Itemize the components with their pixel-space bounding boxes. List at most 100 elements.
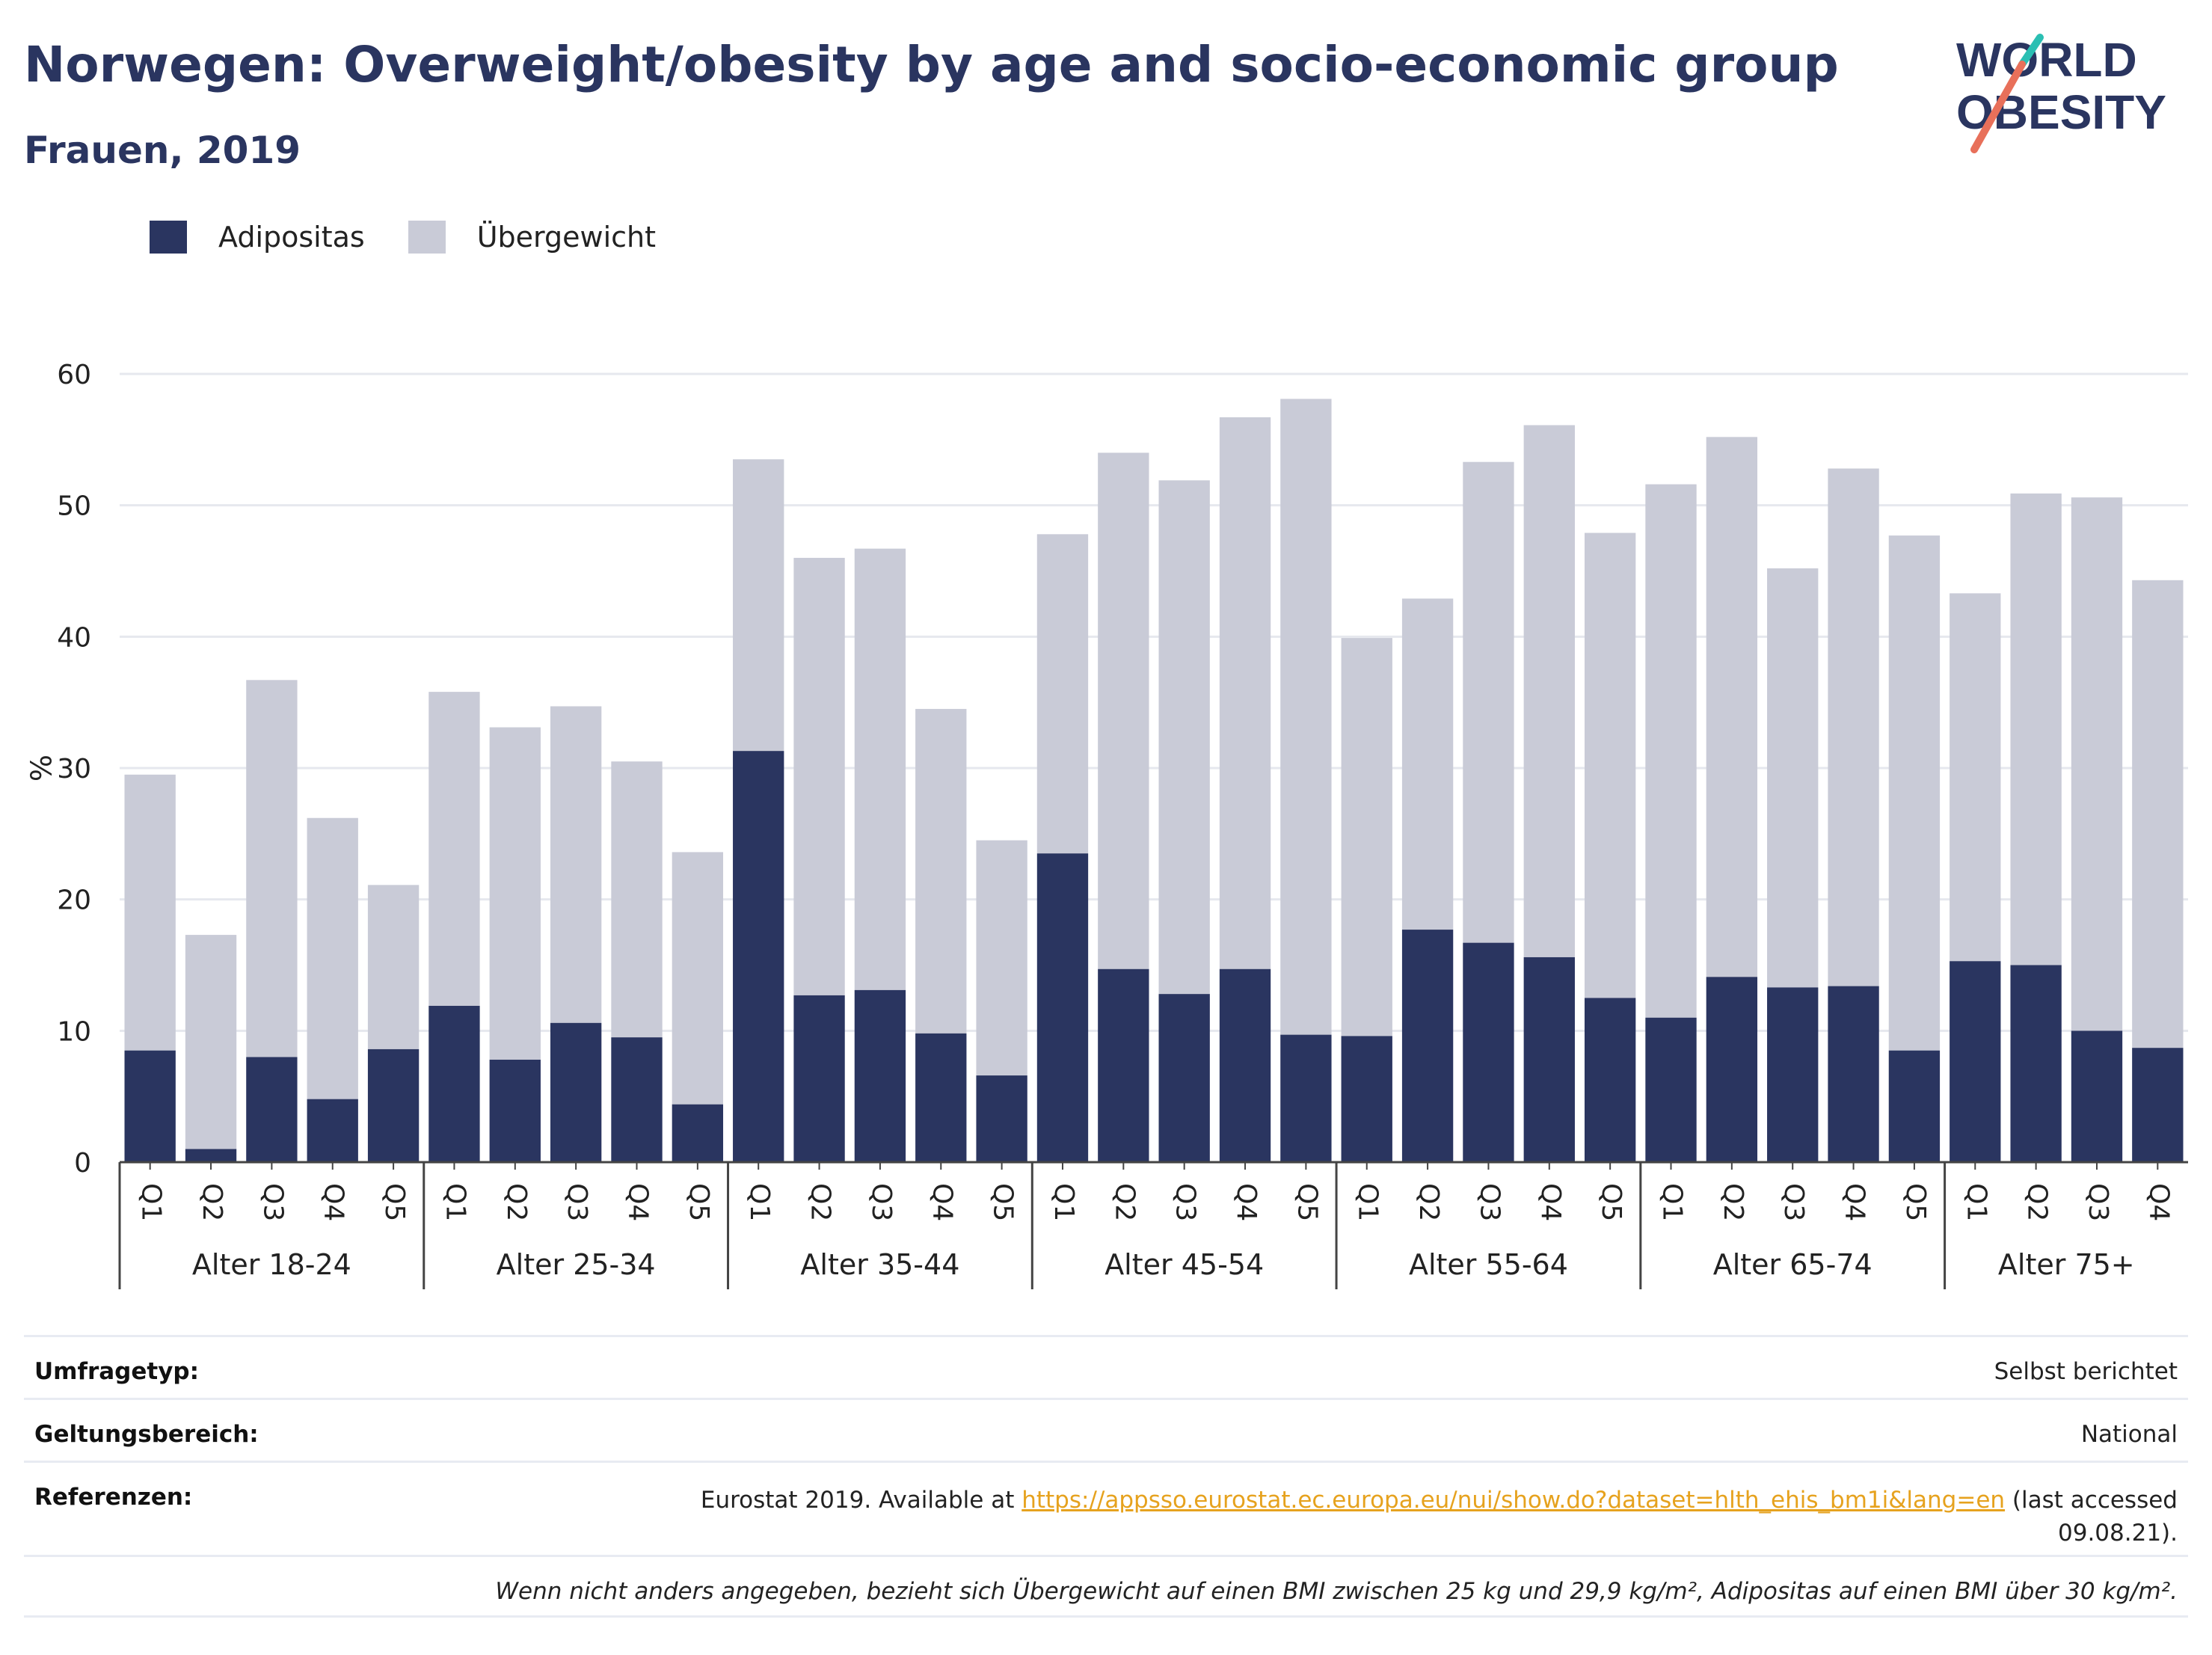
x-tick-label: Q2: [1413, 1183, 1444, 1221]
bar-adipositas: [611, 1037, 663, 1162]
bar-adipositas: [915, 1033, 967, 1162]
bar-uebergewicht: [1036, 534, 1089, 854]
y-tick-label: 50: [57, 491, 91, 522]
x-tick-label: Q1: [136, 1183, 167, 1221]
bar-uebergewicht: [854, 548, 906, 990]
x-tick-label: Q1: [440, 1183, 470, 1221]
bar-adipositas: [307, 1099, 358, 1162]
chart-subtitle: Frauen, 2019: [24, 129, 301, 172]
bar-uebergewicht: [1888, 535, 1941, 1051]
bar-uebergewicht: [915, 708, 967, 1034]
bar-adipositas: [1219, 968, 1271, 1162]
bar-uebergewicht: [1767, 568, 1819, 988]
bar-adipositas: [1584, 998, 1636, 1162]
bar-uebergewicht: [1645, 484, 1697, 1018]
y-tick-label: 20: [57, 885, 91, 916]
x-tick-label: Q3: [2083, 1183, 2113, 1221]
bar-adipositas: [1098, 968, 1149, 1162]
x-tick-label: Q4: [927, 1183, 957, 1221]
bar-uebergewicht: [1280, 399, 1332, 1035]
references-value: Eurostat 2019. Available at https://apps…: [701, 1484, 2178, 1550]
bar-uebergewicht: [185, 935, 237, 1149]
bar-adipositas: [2132, 1048, 2184, 1162]
references-date: 09.08.21).: [2058, 1520, 2178, 1547]
bar-uebergewicht: [489, 727, 541, 1060]
x-tick-label: Q1: [744, 1183, 775, 1221]
bar-uebergewicht: [611, 761, 663, 1038]
bar-uebergewicht: [1341, 638, 1392, 1037]
info-row-references: Referenzen: Eurostat 2019. Available at …: [24, 1461, 2188, 1555]
bar-uebergewicht: [672, 852, 724, 1105]
x-tick-label: Q4: [2143, 1183, 2174, 1221]
x-tick-label: Q3: [866, 1183, 897, 1221]
bar-adipositas: [854, 989, 906, 1162]
bar-adipositas: [1341, 1036, 1392, 1162]
legend-item-adipositas[interactable]: Adipositas: [150, 221, 365, 254]
bar-uebergewicht: [428, 692, 480, 1006]
bar-adipositas: [428, 1005, 480, 1162]
scope-label: Geltungsbereich:: [34, 1421, 259, 1448]
bar-uebergewicht: [1523, 425, 1575, 957]
x-tick-label: Q5: [379, 1183, 410, 1221]
x-tick-label: Q2: [1109, 1183, 1140, 1221]
x-tick-label: Q2: [197, 1183, 227, 1221]
bar-adipositas: [976, 1075, 1027, 1162]
bar-uebergewicht: [1219, 417, 1271, 969]
x-tick-label: Q1: [1048, 1183, 1079, 1221]
x-tick-label: Q5: [1291, 1183, 1322, 1221]
y-tick-label: 10: [57, 1016, 91, 1047]
y-tick-label: 0: [74, 1148, 91, 1179]
x-tick-label: Q2: [1718, 1183, 1748, 1221]
legend-item-uebergewicht[interactable]: Übergewicht: [408, 221, 656, 254]
bar-uebergewicht: [550, 706, 602, 1023]
bar-adipositas: [672, 1104, 724, 1162]
references-link[interactable]: https://appsso.eurostat.ec.europa.eu/nui…: [1021, 1487, 2006, 1514]
chart-legend: Adipositas Übergewicht: [150, 221, 699, 254]
scope-value: National: [2080, 1421, 2178, 1448]
bar-uebergewicht: [246, 680, 298, 1057]
bar-adipositas: [1523, 957, 1575, 1162]
bar-uebergewicht: [2132, 580, 2184, 1048]
info-row-survey: Umfragetyp: Selbst berichtet: [24, 1335, 2188, 1398]
bar-uebergewicht: [1584, 532, 1636, 998]
bar-uebergewicht: [733, 459, 784, 752]
x-tick-label: Q4: [1535, 1183, 1566, 1221]
stacked-bar-chart: 0 10 20 30 40 50 60% Q1 Q2 Q3 Q4 Q5 Alter 18-24 Q1 Q2 Q…: [25, 360, 2188, 1289]
x-tick-label: Q4: [623, 1183, 654, 1221]
y-tick-label: 30: [57, 754, 91, 784]
legend-label-uebergewicht: Übergewicht: [476, 221, 656, 254]
x-tick-label: Q3: [562, 1183, 592, 1221]
bar-uebergewicht: [307, 817, 358, 1099]
group-label: Alter 55-64: [1409, 1248, 1568, 1281]
world-obesity-logo: WORLD OBESITY: [1956, 33, 2166, 153]
bar-adipositas: [2071, 1031, 2123, 1162]
x-tick-label: Q4: [1231, 1183, 1262, 1221]
bar-adipositas: [489, 1059, 541, 1162]
info-table: Umfragetyp: Selbst berichtet Geltungsber…: [24, 1335, 2188, 1618]
bar-uebergewicht: [367, 885, 420, 1049]
x-tick-label: Q5: [1900, 1183, 1931, 1221]
bar-adipositas: [185, 1149, 237, 1162]
logo-line1: WORLD: [1956, 33, 2137, 87]
y-tick-label: 60: [57, 360, 91, 390]
info-row-note: Wenn nicht anders angegeben, bezieht sic…: [24, 1555, 2188, 1618]
bar-adipositas: [2010, 965, 2062, 1162]
x-tick-label: Q2: [501, 1183, 532, 1221]
bar-uebergewicht: [124, 774, 176, 1051]
survey-value: Selbst berichtet: [1994, 1358, 2178, 1385]
survey-label: Umfragetyp:: [34, 1358, 199, 1385]
bar-uebergewicht: [2071, 497, 2123, 1031]
x-tick-label: Q5: [1596, 1183, 1626, 1221]
x-tick-label: Q3: [257, 1183, 288, 1221]
legend-swatch-uebergewicht: [408, 221, 446, 254]
logo-teal-slash: [2018, 34, 2044, 68]
bar-uebergewicht: [793, 557, 845, 995]
bar-adipositas: [1401, 930, 1454, 1162]
x-tick-label: Q3: [1778, 1183, 1809, 1221]
x-tick-label: Q1: [1961, 1183, 1991, 1221]
bar-uebergewicht: [1401, 598, 1454, 930]
bar-uebergewicht: [1828, 468, 1879, 986]
group-label: Alter 35-44: [800, 1248, 959, 1281]
x-tick-label: Q3: [1170, 1183, 1201, 1221]
bar-adipositas: [367, 1048, 420, 1162]
